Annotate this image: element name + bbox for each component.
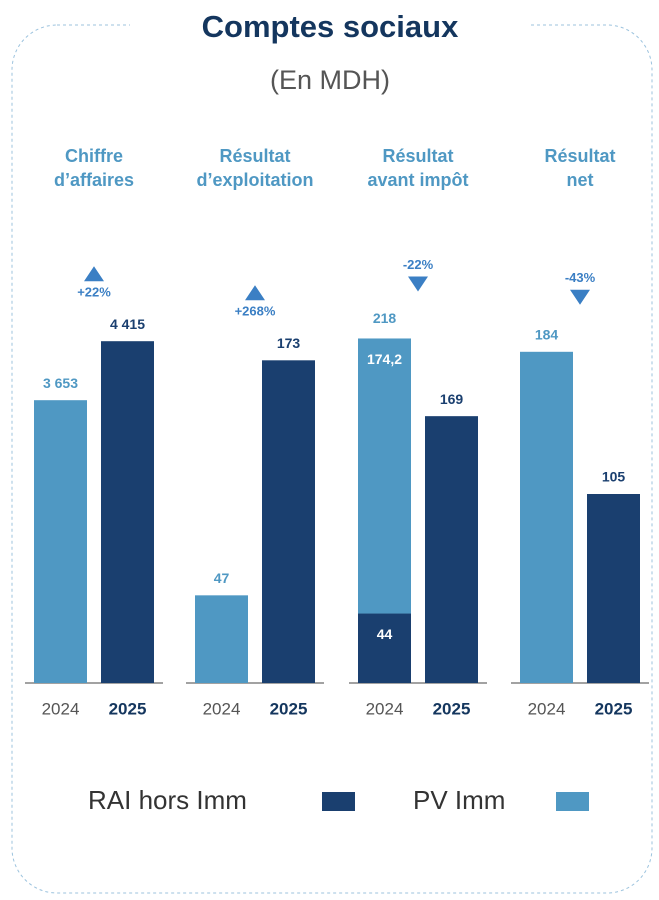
bar	[195, 595, 248, 683]
bar-segment	[425, 416, 478, 683]
x-tick-label: 2024	[42, 699, 80, 718]
panel-title: Résultat	[382, 146, 453, 166]
bar	[262, 360, 315, 683]
change-arrow	[408, 276, 428, 292]
total-label: 218	[373, 310, 397, 326]
title-backdrop	[130, 5, 530, 47]
x-tick-label: 2025	[433, 699, 471, 718]
value-label: 3 653	[43, 375, 78, 391]
legend-swatch	[556, 792, 589, 811]
legend-swatch	[322, 792, 355, 811]
bar	[520, 351, 573, 683]
segment-label: 44	[377, 626, 393, 642]
change-arrow	[245, 285, 265, 301]
x-tick-label: 2024	[203, 699, 241, 718]
panel-title: Résultat	[544, 146, 615, 166]
title: Comptes sociaux	[202, 9, 459, 44]
value-label: 173	[277, 335, 301, 351]
change-arrow	[570, 289, 590, 305]
x-tick-label: 2024	[366, 699, 404, 718]
frame	[11, 24, 653, 894]
change-arrow	[84, 266, 104, 282]
bar-segment	[358, 613, 411, 683]
panel-title: d’affaires	[54, 170, 134, 190]
subtitle: (En MDH)	[270, 65, 390, 95]
panel-title: Chiffre	[65, 146, 123, 166]
bar	[587, 494, 640, 683]
x-tick-label: 2025	[595, 699, 633, 718]
value-label: 105	[602, 469, 626, 485]
bar-segment	[358, 338, 411, 614]
legend-label: RAI hors Imm	[88, 785, 247, 815]
x-tick-label: 2024	[528, 699, 566, 718]
change-label: -43%	[565, 270, 596, 285]
segment-label: 174,2	[367, 351, 402, 367]
panel-title: Résultat	[219, 146, 290, 166]
bar	[34, 400, 87, 683]
value-label: 184	[535, 327, 559, 343]
change-label: +268%	[235, 304, 276, 319]
change-label: -22%	[403, 257, 434, 272]
change-label: +22%	[77, 285, 111, 300]
value-label: 169	[440, 391, 464, 407]
panel-title: d’exploitation	[197, 170, 314, 190]
legend-label: PV Imm	[413, 785, 505, 815]
value-label: 4 415	[110, 316, 145, 332]
x-tick-label: 2025	[109, 699, 147, 718]
bar	[101, 341, 154, 683]
x-tick-label: 2025	[270, 699, 308, 718]
value-label: 47	[214, 570, 230, 586]
panel-title: net	[567, 170, 594, 190]
panel-title: avant impôt	[367, 170, 468, 190]
